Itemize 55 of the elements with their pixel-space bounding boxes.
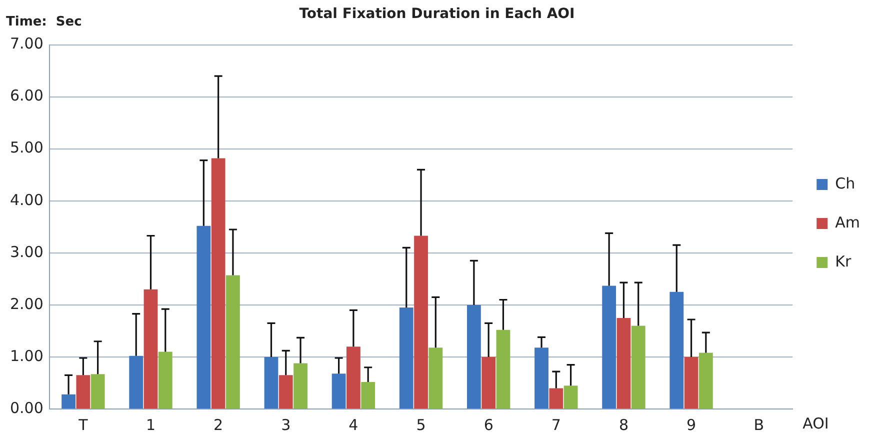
bar: [616, 318, 631, 408]
x-tick-label: 2: [214, 416, 224, 434]
y-tick-label: 6.00: [10, 86, 44, 105]
bar: [414, 236, 428, 408]
bar: [482, 356, 496, 408]
bar: [496, 330, 510, 408]
y-tick-label: 4.00: [10, 190, 44, 209]
bar: [466, 304, 481, 408]
bar: [211, 158, 226, 408]
bar: [294, 363, 308, 408]
x-tick-label: 9: [686, 416, 696, 434]
x-tick-label: 7: [551, 416, 561, 434]
y-tick-label: 7.00: [10, 34, 44, 53]
y-tick-label: 2.00: [10, 294, 44, 313]
x-tick-label: T: [78, 416, 89, 434]
legend-label: Ch: [835, 174, 856, 192]
y-tick-label: 1.00: [10, 346, 44, 365]
bar: [684, 356, 698, 408]
bar: [631, 326, 646, 408]
x-tick-label: 1: [146, 416, 156, 434]
x-axis-title: AOI: [802, 414, 829, 432]
legend-label: Kr: [835, 252, 852, 270]
bar: [399, 308, 414, 408]
bar: [158, 352, 172, 408]
bar: [602, 286, 616, 408]
bar: [76, 375, 90, 408]
y-tick-label: 3.00: [10, 242, 44, 261]
legend-label: Am: [835, 213, 860, 232]
bar: [670, 292, 684, 408]
bar: [534, 348, 548, 408]
y-axis-title: Time: Sec: [6, 14, 82, 30]
x-tick-label: 3: [281, 416, 291, 434]
bar: [196, 226, 211, 408]
bar: [264, 356, 278, 408]
bar: [549, 388, 564, 408]
bar: [226, 275, 240, 408]
bar: [129, 356, 144, 408]
x-tick-label: 8: [618, 416, 628, 434]
bar: [332, 374, 346, 408]
x-tick-label: 6: [484, 416, 494, 434]
chart-title: Total Fixation Duration in Each AOI: [299, 6, 575, 22]
bar: [698, 352, 713, 408]
bar: [278, 375, 293, 408]
y-tick-label: 0.00: [10, 398, 44, 417]
bar: [428, 348, 443, 408]
bar: [346, 346, 360, 408]
x-tick-label: 4: [348, 416, 358, 434]
bar: [144, 289, 158, 408]
bar: [62, 394, 76, 408]
bar: [90, 374, 105, 408]
x-tick-label: 5: [416, 416, 426, 434]
x-tick-label: B: [754, 416, 764, 434]
y-tick-label: 5.00: [10, 138, 44, 157]
bar: [361, 382, 376, 408]
bar: [564, 386, 578, 408]
